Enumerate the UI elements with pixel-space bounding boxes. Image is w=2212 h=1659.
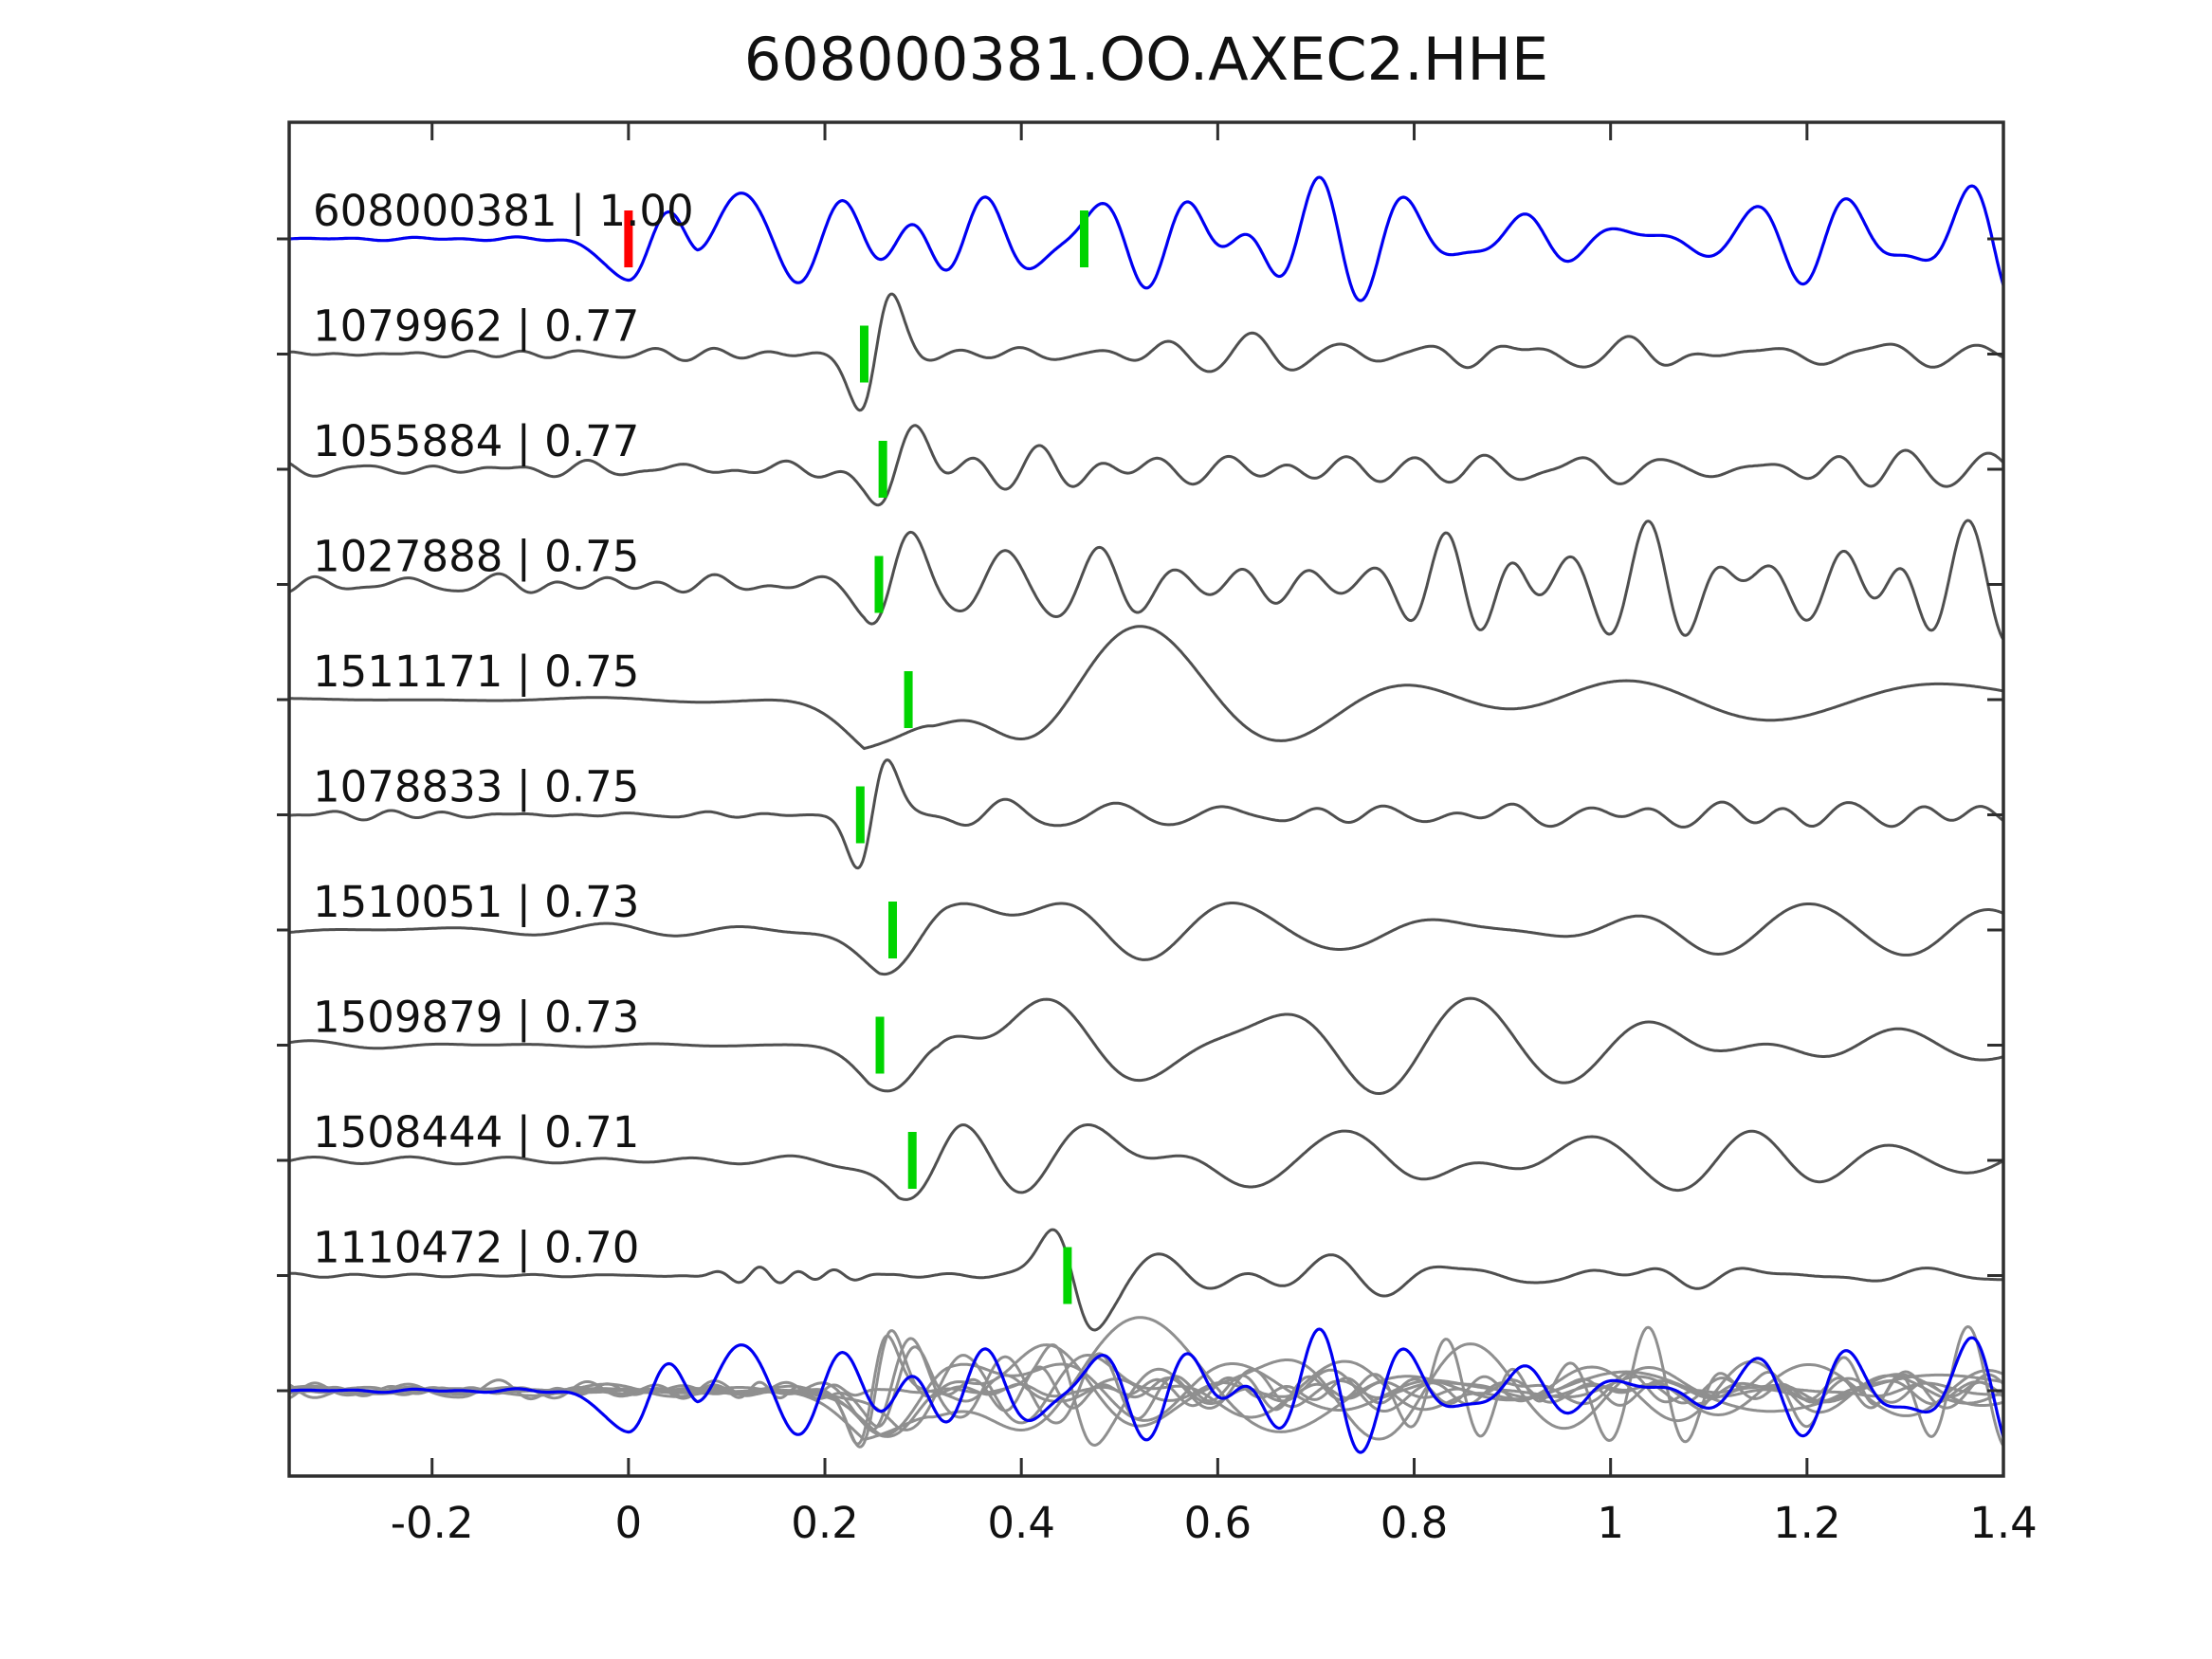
x-tick-label: 0.8 (1380, 1498, 1449, 1548)
trace-waveform-1510051 (289, 902, 2003, 976)
trace-label-1510051: 1510051 | 0.73 (313, 877, 639, 927)
trace-waveform-1508444 (289, 1123, 2003, 1201)
x-tick-label: 0.4 (987, 1498, 1055, 1548)
overlay-match-trace (289, 1362, 2003, 1437)
x-tick-label: 1.4 (1969, 1498, 2038, 1548)
pick-marker-1078833 (855, 786, 865, 844)
x-tick-label: 1 (1597, 1498, 1624, 1548)
x-tick-label: 0.6 (1184, 1498, 1252, 1548)
waveforms-group (289, 175, 2003, 1454)
pick-marker-1079962 (859, 325, 868, 383)
trace-waveform-1027888 (289, 519, 2003, 641)
trace-waveform-1110472 (289, 1228, 2003, 1332)
origin-marker-608000381 (624, 210, 633, 267)
trace-waveform-1509879 (289, 996, 2003, 1095)
trace-label-1078833: 1078833 | 0.75 (313, 762, 639, 812)
trace-waveform-608000381 (289, 175, 2003, 302)
trace-waveform-1511171 (289, 625, 2003, 751)
trace-label-1508444: 1508444 | 0.71 (313, 1107, 639, 1158)
trace-label-1079962: 1079962 | 0.77 (313, 301, 639, 352)
pick-marker-1509879 (875, 1016, 885, 1074)
pick-marker-1110472 (1063, 1247, 1072, 1304)
x-tick-label: 0.2 (791, 1498, 859, 1548)
trace-waveform-1078833 (289, 758, 2003, 870)
overlay-reference-trace (289, 1327, 2003, 1454)
pick-marker-608000381 (1079, 210, 1088, 267)
overlay-match-trace (289, 1343, 2003, 1447)
overlay-match-trace (289, 1325, 2003, 1448)
trace-waveform-1055884 (289, 424, 2003, 507)
x-tick-label: 1.2 (1773, 1498, 1841, 1548)
pick-marker-1508444 (907, 1132, 917, 1189)
pick-marker-1510051 (888, 902, 898, 958)
pick-marker-1511171 (904, 671, 913, 728)
trace-label-1509879: 1509879 | 0.73 (313, 993, 639, 1043)
pick-marker-1027888 (874, 556, 884, 613)
trace-label-1110472: 1110472 | 0.70 (313, 1223, 639, 1273)
trace-waveform-1079962 (289, 292, 2003, 412)
trace-label-608000381: 608000381 | 1.00 (313, 186, 694, 236)
trace-label-1511171: 1511171 | 0.75 (313, 647, 639, 697)
trace-label-1055884: 1055884 | 0.77 (313, 416, 639, 466)
figure-title: 608000381.OO.AXEC2.HHE (744, 25, 1548, 94)
x-tick-label: 0 (615, 1498, 643, 1548)
pick-marker-1055884 (878, 441, 887, 498)
trace-label-1027888: 1027888 | 0.75 (313, 532, 639, 582)
axes-border (287, 120, 2005, 1478)
x-tick-label: -0.2 (391, 1498, 474, 1548)
